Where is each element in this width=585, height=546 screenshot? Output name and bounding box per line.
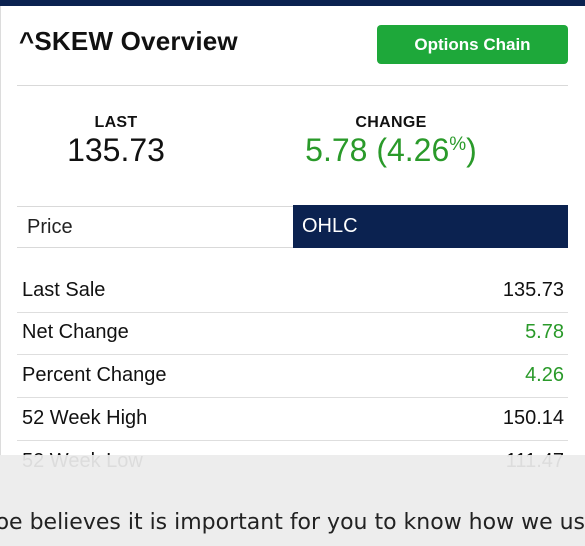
left-border xyxy=(0,6,1,456)
table-row: Percent Change 4.26 xyxy=(17,356,568,398)
row-value-percent-change: 4.26 xyxy=(525,364,564,386)
row-value-last-sale: 135.73 xyxy=(502,279,564,301)
row-label-last-sale: Last Sale xyxy=(22,279,106,301)
change-value: 5.78 (4.26%) xyxy=(280,132,502,169)
header-divider xyxy=(17,85,568,86)
table-row: Last Sale 135.73 xyxy=(17,271,568,313)
tab-ohlc[interactable]: OHLC xyxy=(293,205,568,248)
row-value-net-change: 5.78 xyxy=(525,321,564,343)
top-nav-bar xyxy=(0,0,585,6)
table-row: 52 Week High 150.14 xyxy=(17,399,568,441)
change-label: CHANGE xyxy=(355,114,427,131)
cookie-consent-banner: boe believes it is important for you to … xyxy=(0,455,585,546)
table-row: Net Change 5.78 xyxy=(17,313,568,355)
row-label-52-week-high: 52 Week High xyxy=(22,407,148,429)
cookie-banner-text: boe believes it is important for you to … xyxy=(0,510,585,535)
percent-symbol: % xyxy=(449,134,467,155)
row-label-percent-change: Percent Change xyxy=(22,364,167,386)
row-value-52-week-high: 150.14 xyxy=(502,407,564,429)
options-chain-button[interactable]: Options Chain xyxy=(377,25,568,64)
tab-price[interactable]: Price xyxy=(17,206,293,248)
change-amount: 5.78 (4.26 xyxy=(305,132,450,168)
row-label-net-change: Net Change xyxy=(22,321,129,343)
page-title: ^SKEW Overview xyxy=(19,26,238,56)
change-close-paren: ) xyxy=(466,132,477,168)
last-value: 135.73 xyxy=(67,132,165,168)
last-label: LAST xyxy=(94,114,138,131)
